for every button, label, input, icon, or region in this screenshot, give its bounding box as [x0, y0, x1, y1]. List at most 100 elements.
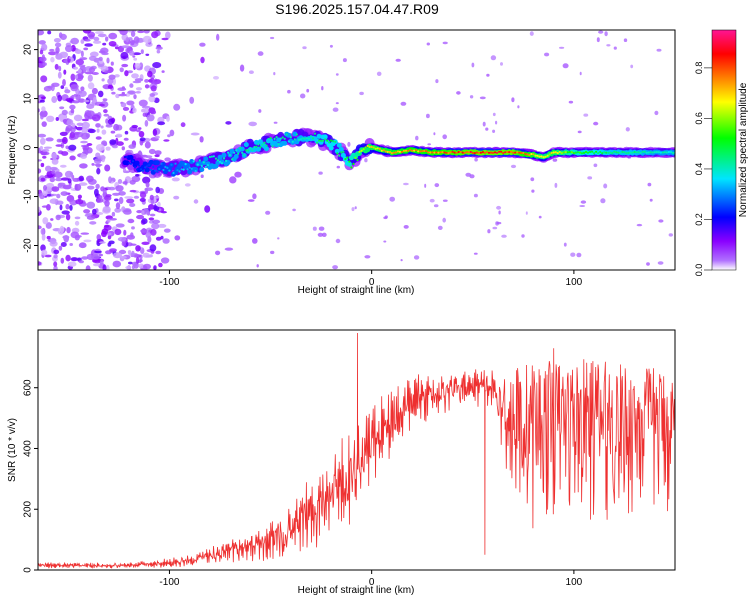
noise-blob: [148, 95, 156, 103]
ridge-mark: [365, 147, 371, 153]
ridge-mark: [152, 165, 155, 169]
y-tick-label: 20: [23, 44, 34, 56]
ridge-mark: [530, 152, 533, 156]
noise-blob: [107, 78, 114, 85]
noise-blob: [156, 49, 161, 54]
ridge-mark: [259, 146, 262, 149]
noise-blob: [53, 171, 63, 178]
ridge-mark: [451, 150, 454, 153]
noise-blob: [137, 30, 145, 34]
noise-blob: [50, 237, 57, 245]
noise-blob: [647, 182, 652, 187]
snr-x-ticks: -100 0 100: [159, 570, 583, 588]
ridge-mark: [261, 143, 264, 146]
ridge-mark: [368, 145, 371, 148]
ridge-mark: [311, 137, 315, 140]
ridge-mark: [154, 160, 160, 166]
noise-blob: [79, 242, 87, 249]
noise-blob: [86, 110, 95, 117]
noise-blob: [151, 222, 160, 230]
noise-blob: [94, 158, 102, 165]
noise-blob: [544, 52, 550, 57]
ridge-mark: [187, 169, 193, 175]
ridge-mark: [354, 156, 357, 159]
noise-blob: [150, 81, 160, 85]
noise-blob: [65, 128, 71, 131]
colorbar-tick-label: 0.4: [694, 163, 704, 176]
noise-blob: [164, 157, 171, 162]
ridge-mark: [477, 151, 480, 154]
ridge-mark: [540, 155, 543, 158]
noise-blob: [141, 210, 145, 216]
ridge-mark: [489, 151, 493, 154]
noise-blob: [81, 132, 90, 140]
noise-blob: [530, 177, 535, 182]
noise-blob: [61, 210, 70, 215]
ridge-mark: [372, 146, 375, 149]
noise-blob: [118, 196, 124, 205]
noise-blob: [80, 232, 90, 235]
ridge-mark: [495, 151, 499, 154]
ridge-mark: [194, 170, 197, 173]
ridge-mark: [297, 138, 300, 141]
noise-blob: [74, 49, 82, 54]
ridge-mark: [481, 151, 484, 154]
noise-blob: [593, 121, 599, 126]
ridge-mark: [144, 166, 147, 169]
ridge-mark: [548, 153, 551, 156]
ridge-mark: [340, 151, 343, 154]
noise-blob: [110, 61, 114, 66]
noise-blob: [95, 144, 105, 152]
spectrogram-marks: [38, 30, 675, 270]
noise-blob: [487, 229, 491, 234]
ridge-mark: [479, 151, 482, 154]
ridge-mark: [214, 157, 218, 160]
ridge-mark: [128, 154, 134, 160]
noise-blob: [112, 260, 122, 268]
noise-blob: [105, 146, 111, 151]
noise-blob: [73, 114, 83, 122]
noise-blob: [121, 241, 127, 247]
noise-blob: [73, 66, 78, 70]
noise-blob: [668, 233, 673, 237]
ridge-mark: [635, 151, 638, 154]
ridge-mark: [249, 147, 252, 150]
ridge-mark: [184, 163, 187, 166]
noise-blob: [40, 96, 46, 100]
noise-blob: [102, 98, 108, 102]
noise-blob: [144, 120, 149, 127]
ridge-mark: [487, 151, 491, 154]
noise-blob: [127, 70, 133, 74]
noise-blob: [114, 207, 122, 213]
ridge-mark: [328, 141, 331, 144]
ridge-mark: [247, 149, 250, 152]
noise-blob: [95, 152, 101, 158]
noise-blob: [570, 252, 576, 257]
noise-blob: [141, 108, 146, 113]
ridge-mark: [603, 151, 606, 154]
noise-blob: [145, 231, 152, 238]
ridge-mark: [212, 155, 215, 158]
noise-blob: [104, 70, 110, 74]
noise-blob: [125, 93, 130, 97]
ridge-mark: [621, 150, 624, 153]
ridge-mark: [358, 150, 361, 153]
ridge-mark: [514, 151, 517, 154]
ridge-mark: [227, 151, 230, 154]
noise-blob: [200, 56, 205, 64]
noise-blob: [427, 143, 432, 146]
noise-blob: [415, 135, 419, 141]
ridge-mark: [231, 158, 234, 161]
noise-blob: [124, 196, 134, 199]
noise-blob: [132, 107, 137, 114]
ridge-mark: [271, 145, 274, 148]
ridge-mark: [493, 151, 497, 154]
noise-blob: [86, 104, 95, 109]
noise-blob: [171, 177, 180, 182]
noise-blob: [105, 36, 109, 42]
noise-blob: [39, 49, 44, 55]
noise-blob: [119, 67, 124, 73]
noise-blob: [562, 63, 569, 69]
ridge-mark: [629, 151, 632, 154]
